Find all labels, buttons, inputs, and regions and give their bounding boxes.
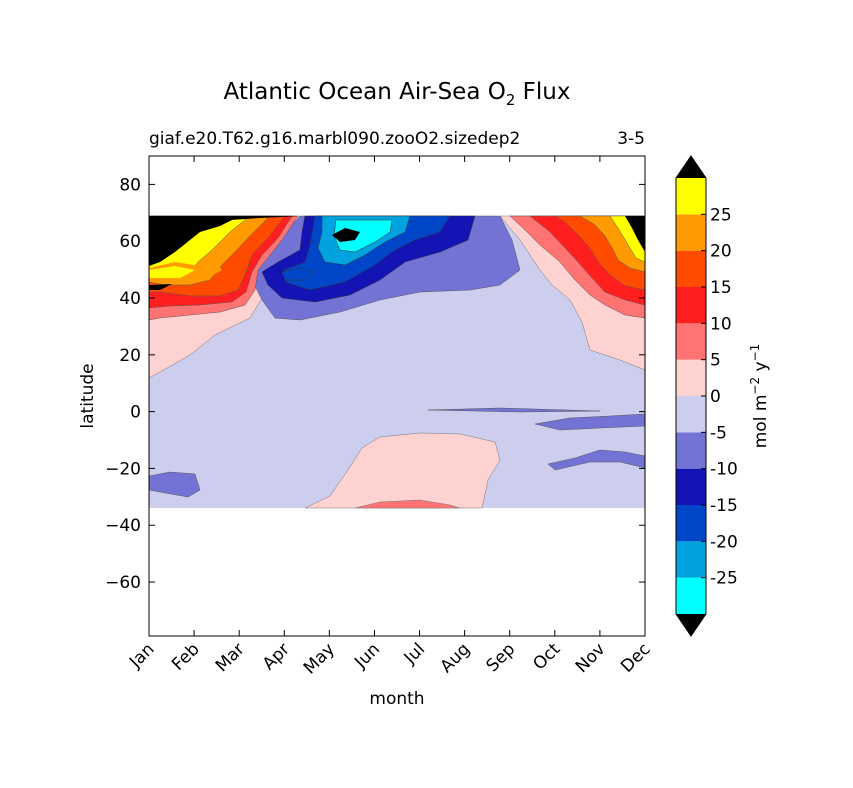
contour-fill-above-30-west-inner [149,284,172,290]
x-tick-label: Jun [350,639,384,673]
contour-fill-neg20-inner [281,267,316,281]
colorbar-outline [675,155,707,637]
x-tick-label: Aug [437,639,475,677]
y-tick-label: 60 [119,232,141,252]
y-axis: 80 60 40 20 0 −20 −40 −60 [105,175,645,593]
y-tick-label: 80 [119,175,141,195]
colorbar-segment [676,577,706,614]
colorbar-extend-min [676,614,706,636]
colorbar-segment [676,178,706,215]
x-tick-label: Jan [125,639,158,672]
contour-fill-neg10-neg5-east2 [547,449,645,471]
y-tick-label: −60 [105,573,141,593]
colorbar-segment [676,505,706,542]
chart-subtitle-right: 3-5 [617,129,645,149]
contour-fill-above-25-west-inner [149,266,195,278]
contour-fill-neg10-neg5-south [149,471,201,498]
chart-subtitle-left: giaf.e20.T62.g16.marbl090.zooO2.sizedep2 [149,129,520,149]
colorbar-tick-label: -20 [710,532,738,552]
axes-frame [148,155,646,637]
plot-area [149,156,645,636]
colorbar-segment [676,250,706,287]
y-tick-label: −20 [105,459,141,479]
colorbar-segment [676,541,706,578]
x-tick-label: Jul [400,639,429,668]
colorbar-tick-label: -15 [710,496,738,516]
x-axis-label: month [369,689,424,709]
y-tick-label: 40 [119,289,141,309]
colorbar-tick-label: 0 [710,387,721,407]
colorbar-tick-label: -25 [710,569,738,589]
x-tick-label: Nov [572,639,610,677]
colorbar-segment [676,214,706,251]
x-tick-label: Feb [168,639,203,674]
colorbar-tick-label: 15 [710,278,732,298]
contour-fill-above-30-northwest [149,216,300,230]
colorbar-tick-label: 20 [710,242,732,262]
x-tick-label: Dec [617,639,654,676]
colorbar-tick-label: -10 [710,460,738,480]
colorbar-tick-label: 10 [710,314,732,334]
colorbar-segment [676,323,706,360]
colorbar-segment [676,359,706,396]
x-tick-label: Oct [529,639,564,674]
colorbar-extend-max [676,156,706,178]
contour-fill-above-30-west [149,216,240,266]
colorbar: 25 20 15 10 5 0 -5 -10 -15 -20 -25 [675,155,738,637]
y-tick-label: −40 [105,516,141,536]
colorbar-segment [676,396,706,433]
colorbar-segment [676,468,706,505]
colorbar-tick-label: -5 [710,423,727,443]
x-tick-label: Sep [482,639,519,676]
x-tick-label: Mar [212,639,249,676]
x-tick-label: Apr [259,639,294,674]
contour-fill-below-neg25 [333,219,393,253]
y-axis-label: latitude [78,363,98,428]
contour-fill-5-10-south [354,499,461,509]
contour-fill-neg10-neg5-east1 [534,413,645,431]
x-tick-label: May [300,639,339,678]
colorbar-tick-label: 25 [710,205,732,225]
y-tick-label: 20 [119,346,141,366]
contour-fill-neg10-neg5-equator [427,407,601,413]
colorbar-segment [676,287,706,324]
colorbar-tick-label: 5 [710,351,721,371]
colorbar-label: mol m−2 y−1 [748,344,771,449]
contour-fill-below-neg30 [332,228,360,242]
contour-fill-above-30-east [625,216,645,252]
y-tick-label: 0 [130,403,141,423]
contour-fill-0-5-south [304,432,501,509]
colorbar-segment [676,432,706,469]
chart-title: Atlantic Ocean Air-Sea O2 Flux [224,79,571,109]
